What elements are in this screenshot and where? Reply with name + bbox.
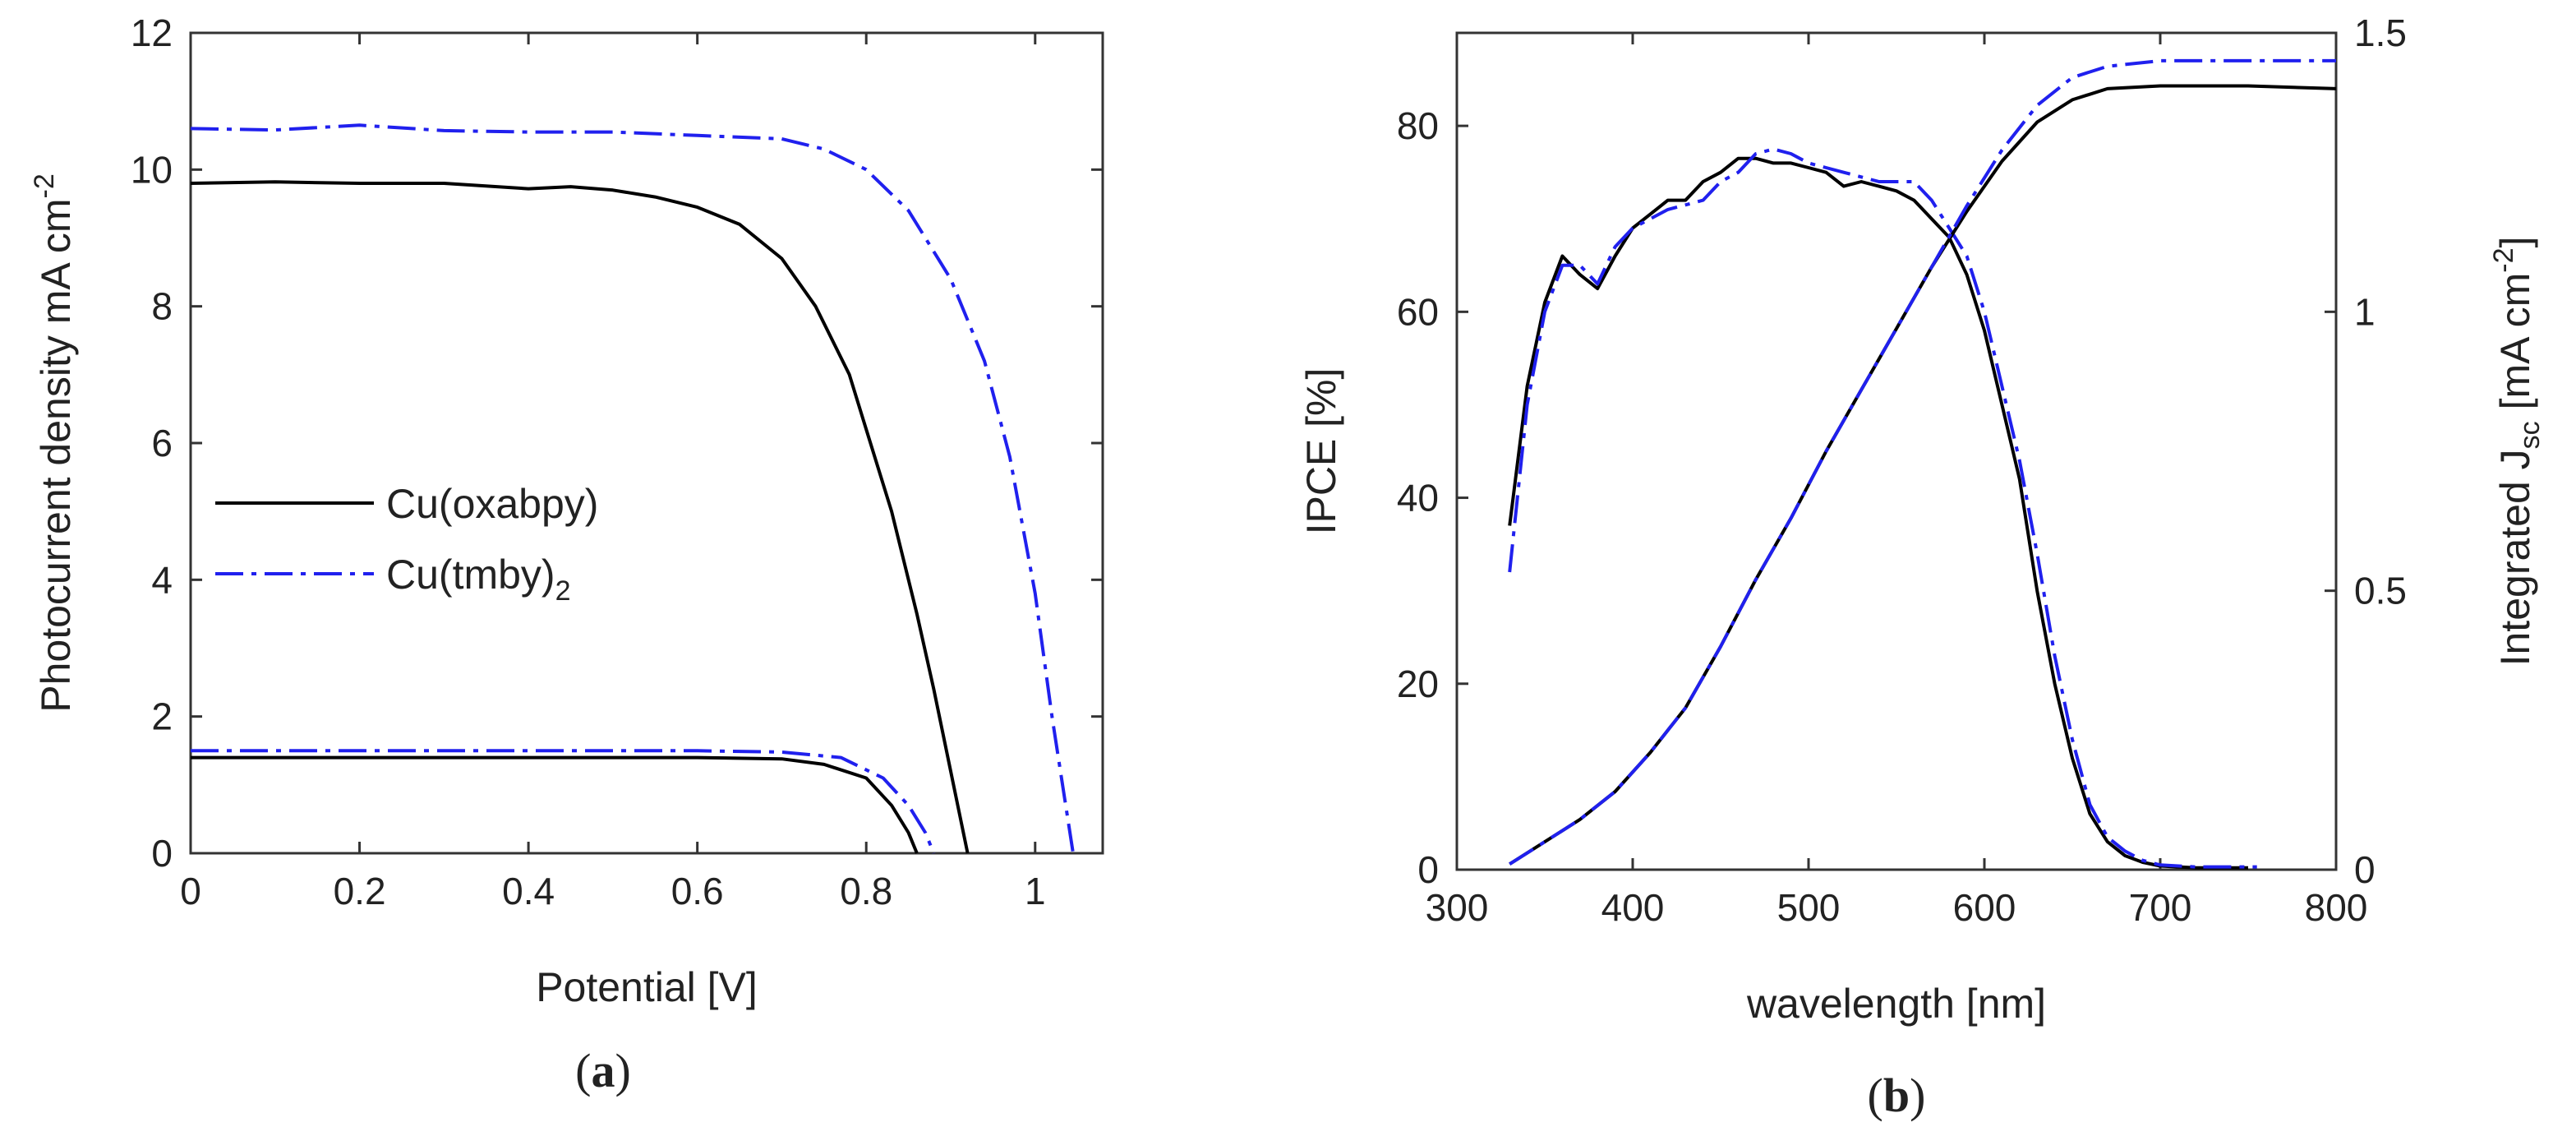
legend-label-cu-tmby2: Cu(tmby)2 — [386, 552, 571, 607]
y2tick-label: 1.5 — [2354, 12, 2407, 54]
y2tick-label: 0 — [2354, 848, 2376, 891]
panel-a-ylabel: Photocurrent density mA cm-2 — [29, 173, 79, 713]
panel-b-plot-frame — [1455, 31, 2338, 871]
panel-a-legend: Cu(oxabpy) Cu(tmby)2 — [215, 481, 598, 607]
panel-a-xlabel: Potential [V] — [536, 964, 758, 1010]
xtick-label: 300 — [1426, 886, 1489, 929]
ytick-label: 8 — [151, 285, 173, 328]
ytick-label: 80 — [1397, 104, 1439, 147]
series-cu-oxabpy-low-light — [191, 755, 919, 854]
ytick-label: 40 — [1397, 477, 1439, 520]
panel-b-caption: (b) — [1868, 1069, 1926, 1122]
panel-b-xlabel: wavelength [nm] — [1746, 981, 2046, 1027]
y2tick-label: 0.5 — [2354, 570, 2407, 612]
xtick-label: 0.8 — [840, 870, 892, 912]
panel-b-y2label: Integrated Jsc [mA cm-2] — [2488, 237, 2546, 667]
panel-a-caption: (a) — [575, 1044, 631, 1097]
xtick-label: 700 — [2129, 886, 2192, 929]
panel-a-plot-frame — [189, 31, 1104, 855]
series-cu-tmby-2-low-light — [191, 749, 936, 854]
series-cu-oxabpy-full-sun — [190, 180, 970, 854]
ytick-label: 10 — [131, 148, 173, 191]
xtick-label: 1 — [1025, 870, 1046, 912]
ytick-label: 2 — [151, 695, 173, 738]
ytick-label: 20 — [1397, 663, 1439, 705]
ytick-label: 4 — [151, 558, 173, 601]
ytick-label: 0 — [151, 832, 173, 875]
panel-b-ylabel: IPCE [%] — [1298, 368, 1344, 535]
xtick-label: 0.2 — [334, 870, 386, 912]
series-cu-tmby-2-full-sun — [190, 123, 1075, 854]
xtick-label: 600 — [1953, 886, 2016, 929]
xtick-label: 0.6 — [671, 870, 724, 912]
panel-a-series — [190, 123, 1075, 854]
xtick-label: 500 — [1777, 886, 1841, 929]
ytick-label: 12 — [131, 12, 173, 54]
xtick-label: 0.4 — [502, 870, 555, 912]
ytick-label: 60 — [1397, 290, 1439, 333]
xtick-label: 400 — [1601, 886, 1665, 929]
series-jsc-cu-tmby-2 — [1509, 58, 2336, 866]
panel-b-series — [1508, 58, 2337, 870]
series-ipce-cu-tmby-2 — [1508, 147, 2257, 869]
series-ipce-cu-oxabpy — [1508, 156, 2248, 870]
ytick-label: 6 — [151, 422, 173, 464]
legend-label-cu-oxabpy: Cu(oxabpy) — [386, 481, 598, 527]
xtick-label: 0 — [180, 870, 201, 912]
y2tick-label: 1 — [2354, 290, 2376, 333]
xtick-label: 800 — [2305, 886, 2368, 929]
ytick-label: 0 — [1417, 848, 1439, 891]
